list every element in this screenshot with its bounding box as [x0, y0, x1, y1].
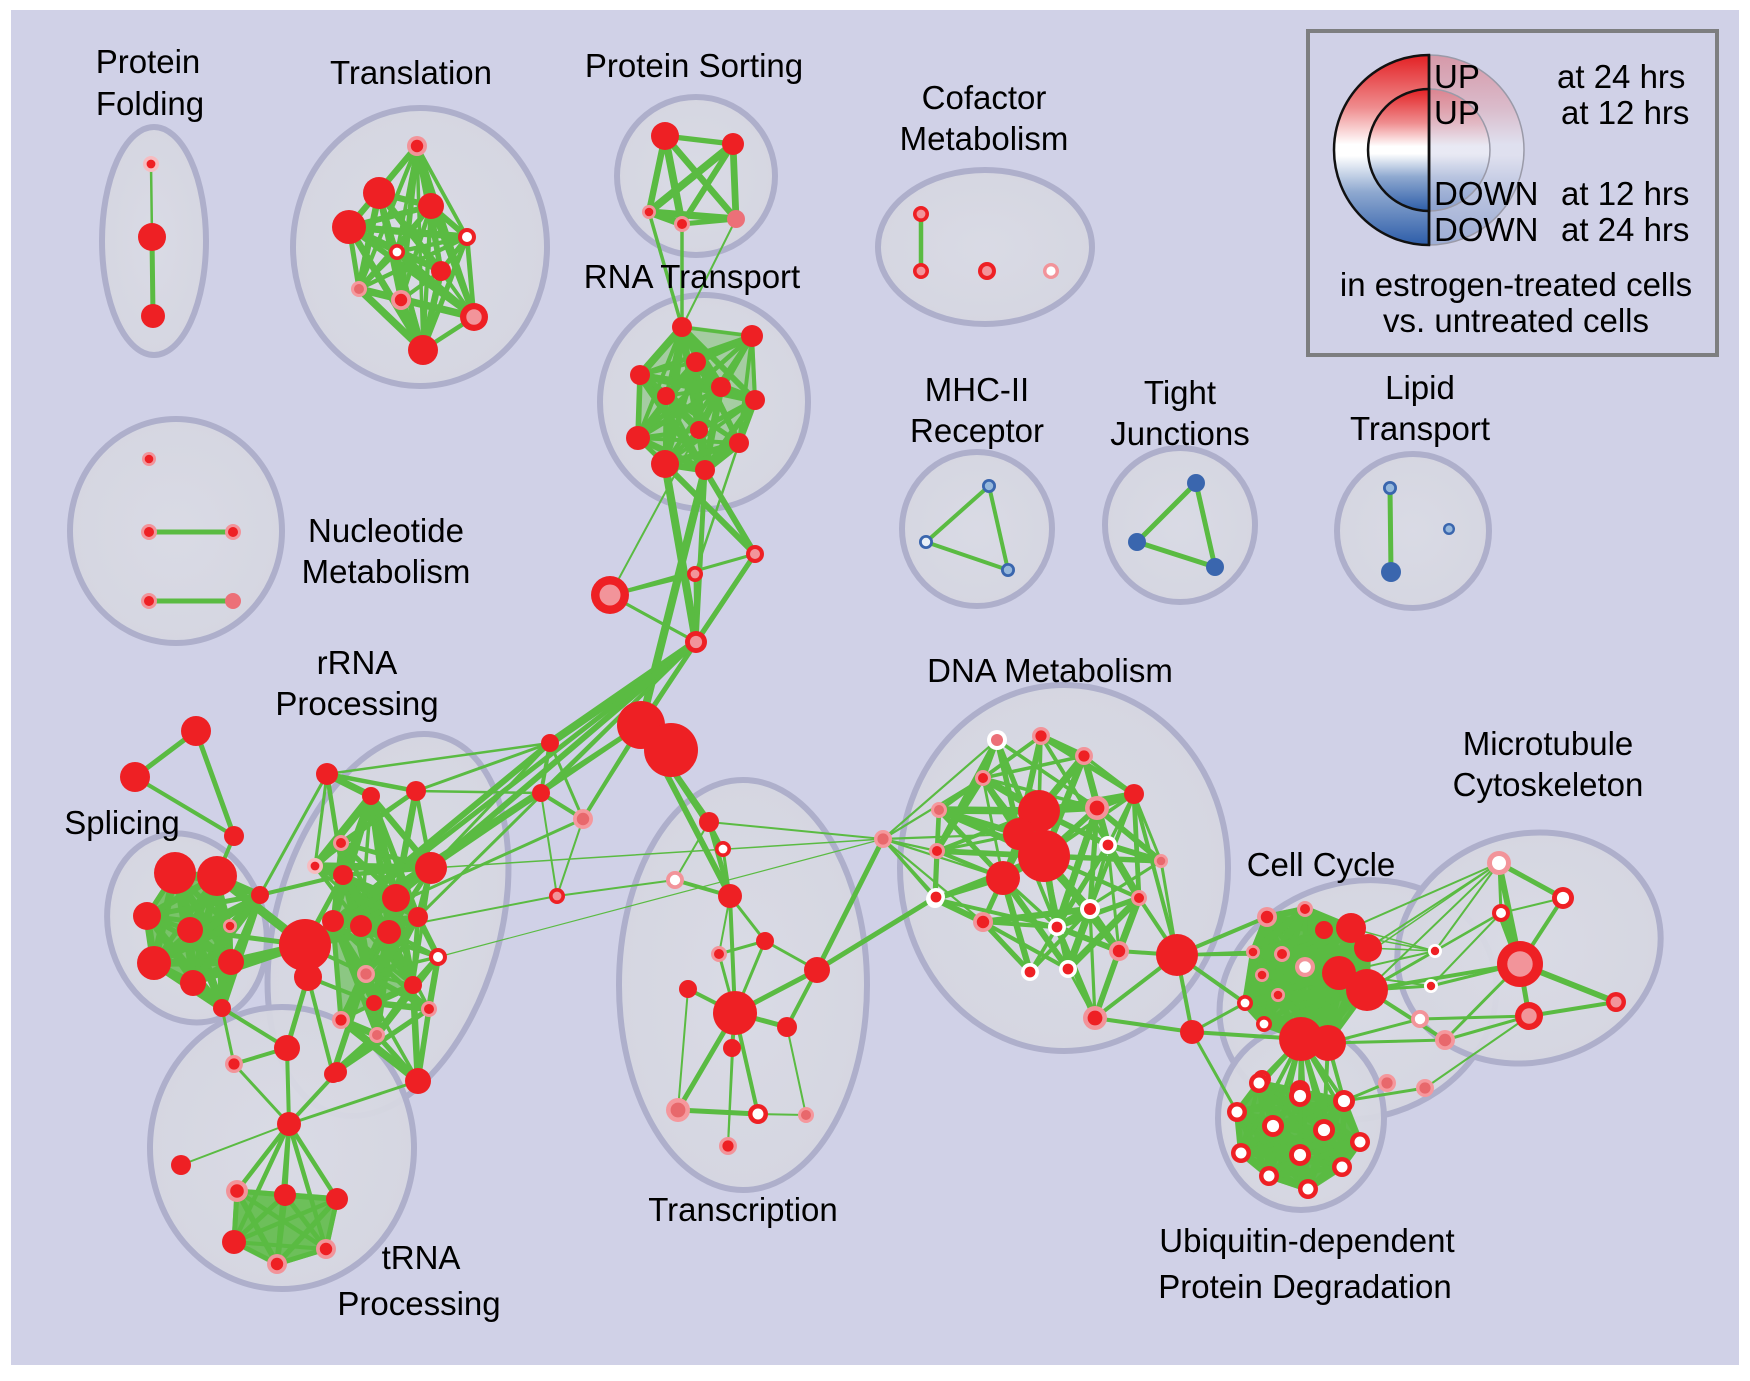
svg-text:DOWN: DOWN — [1434, 211, 1538, 248]
svg-text:Junctions: Junctions — [1110, 415, 1249, 452]
svg-text:Metabolism: Metabolism — [302, 553, 471, 590]
svg-text:vs. untreated cells: vs. untreated cells — [1383, 302, 1649, 339]
svg-text:Processing: Processing — [337, 1285, 500, 1322]
svg-text:Tight: Tight — [1144, 374, 1216, 411]
svg-text:UP: UP — [1434, 58, 1480, 95]
svg-text:Cofactor: Cofactor — [922, 79, 1047, 116]
svg-text:Folding: Folding — [96, 85, 204, 122]
svg-text:Protein: Protein — [96, 43, 201, 80]
svg-text:at 12 hrs: at 12 hrs — [1561, 175, 1689, 212]
svg-text:MHC-II: MHC-II — [925, 371, 1029, 408]
svg-text:DNA Metabolism: DNA Metabolism — [927, 652, 1173, 689]
svg-text:Metabolism: Metabolism — [900, 120, 1069, 157]
svg-text:Ubiquitin-dependent: Ubiquitin-dependent — [1159, 1222, 1454, 1259]
svg-text:Nucleotide: Nucleotide — [308, 512, 464, 549]
svg-text:at 12 hrs: at 12 hrs — [1561, 94, 1689, 131]
svg-text:RNA Transport: RNA Transport — [584, 258, 800, 295]
svg-text:in estrogen-treated cells: in estrogen-treated cells — [1340, 266, 1692, 303]
svg-text:Processing: Processing — [275, 685, 438, 722]
svg-text:DOWN: DOWN — [1434, 175, 1538, 212]
svg-text:Receptor: Receptor — [910, 412, 1044, 449]
svg-text:Transcription: Transcription — [648, 1191, 838, 1228]
svg-text:Protein Degradation: Protein Degradation — [1158, 1268, 1452, 1305]
svg-text:Transport: Transport — [1350, 410, 1490, 447]
svg-text:Protein Sorting: Protein Sorting — [585, 47, 803, 84]
svg-text:Splicing: Splicing — [64, 804, 180, 841]
svg-text:Lipid: Lipid — [1385, 369, 1455, 406]
svg-text:UP: UP — [1434, 94, 1480, 131]
svg-text:rRNA: rRNA — [317, 644, 398, 681]
svg-text:Cell Cycle: Cell Cycle — [1247, 846, 1396, 883]
svg-text:Microtubule: Microtubule — [1463, 725, 1634, 762]
svg-text:Cytoskeleton: Cytoskeleton — [1453, 766, 1644, 803]
svg-text:at 24 hrs: at 24 hrs — [1561, 211, 1689, 248]
svg-text:tRNA: tRNA — [382, 1239, 461, 1276]
svg-text:Translation: Translation — [330, 54, 492, 91]
svg-text:at 24 hrs: at 24 hrs — [1557, 58, 1685, 95]
